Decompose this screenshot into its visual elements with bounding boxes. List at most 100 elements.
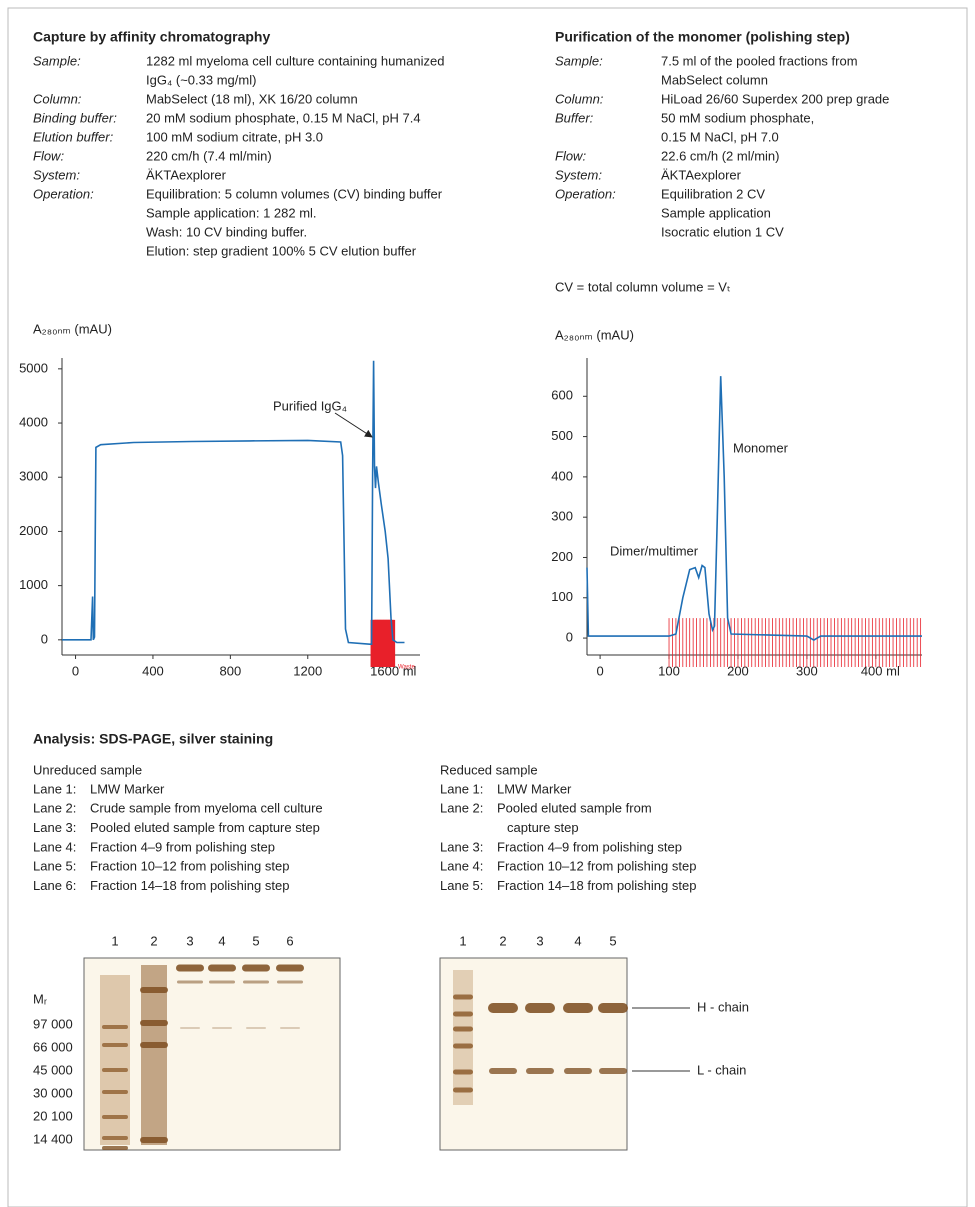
lane-label: Lane 1: [33, 781, 76, 796]
lane-text: Pooled eluted sample from capture step [90, 820, 320, 835]
lane-number: 2 [150, 933, 157, 948]
mr-label: Mᵣ [33, 991, 47, 1006]
gel-band [209, 980, 235, 984]
x-tick-label: 0 [596, 663, 603, 678]
lane-number: 4 [574, 933, 581, 948]
x-tick-label: 0 [72, 663, 79, 678]
gel-band [102, 1146, 128, 1150]
lane-number: 3 [186, 933, 193, 948]
gel-band [453, 1011, 473, 1017]
y-tick-label: 0 [41, 631, 48, 646]
marker-label: 30 000 [33, 1085, 73, 1100]
gel-smear [100, 975, 130, 1145]
gel-band [180, 1027, 200, 1029]
param-value: Equilibration 2 CV [661, 186, 765, 201]
gel-band [242, 964, 270, 972]
gel-band [453, 994, 473, 1000]
gel-band [277, 980, 303, 984]
y-tick-label: 600 [551, 388, 573, 403]
y-axis-label: A₂₈₀ₙₘ (mAU) [555, 327, 634, 342]
param-value: 1282 ml myeloma cell culture containing … [146, 53, 444, 68]
y-tick-label: 500 [551, 428, 573, 443]
lane-label: Lane 6: [33, 878, 76, 893]
chain-label: H - chain [697, 999, 749, 1014]
lane-label: Lane 5: [33, 859, 76, 874]
gel [439, 957, 628, 1151]
lane-label: Lane 4: [440, 859, 483, 874]
gel-band [102, 1068, 128, 1072]
gel-band [140, 987, 168, 993]
chain-label: L - chain [697, 1062, 746, 1077]
gel-band [102, 1115, 128, 1119]
x-tick-label: 400 ml [861, 663, 900, 678]
param-label: Operation: [33, 186, 94, 201]
y-tick-label: 3000 [19, 469, 48, 484]
trace [62, 360, 405, 645]
param-value: Isocratic elution 1 CV [661, 224, 784, 239]
x-tick-label: 1200 [293, 663, 322, 678]
x-tick-label: 300 [796, 663, 818, 678]
marker-label: 14 400 [33, 1131, 73, 1146]
param-label: Buffer: [555, 110, 594, 125]
param-value: 22.6 cm/h (2 ml/min) [661, 148, 779, 163]
lane-number: 5 [609, 933, 616, 948]
param-label: Elution buffer: [33, 129, 114, 144]
lane-text: Fraction 4–9 from polishing step [497, 839, 682, 854]
param-value: 100 mM sodium citrate, pH 3.0 [146, 129, 323, 144]
gel-band [525, 1003, 555, 1013]
gel-band [598, 1003, 628, 1013]
x-tick-label: 100 [658, 663, 680, 678]
y-tick-label: 5000 [19, 360, 48, 375]
y-axis-label: A₂₈₀ₙₘ (mAU) [33, 321, 112, 336]
section-title: Analysis: SDS-PAGE, silver staining [33, 731, 273, 747]
param-value: ÄKTAexplorer [146, 167, 227, 182]
gel-band [453, 1087, 473, 1093]
param-value: 7.5 ml of the pooled fractions from [661, 53, 858, 68]
marker-label: 20 100 [33, 1108, 73, 1123]
gel-band [243, 980, 269, 984]
gel-band [177, 980, 203, 984]
param-value: 50 mM sodium phosphate, [661, 110, 814, 125]
param-value: 0.15 M NaCl, pH 7.0 [661, 129, 779, 144]
list-title: Reduced sample [440, 762, 538, 777]
arrow [334, 412, 373, 438]
annotation: Waste [398, 665, 415, 671]
lane-number: 2 [499, 933, 506, 948]
x-tick-label: 400 [142, 663, 164, 678]
gel-band [526, 1068, 554, 1074]
list-title: Unreduced sample [33, 762, 142, 777]
lane-number: 5 [252, 933, 259, 948]
marker-label: 45 000 [33, 1062, 73, 1077]
gel-band [453, 1069, 473, 1075]
gel-band [563, 1003, 593, 1013]
gel-band [176, 964, 204, 972]
gel-band [599, 1068, 627, 1074]
lane-number: 3 [536, 933, 543, 948]
lane-label: Lane 4: [33, 839, 76, 854]
lane-text: Fraction 10–12 from polishing step [90, 859, 289, 874]
lane-text: Crude sample from myeloma cell culture [90, 801, 323, 816]
y-tick-label: 0 [566, 630, 573, 645]
lane-text: Fraction 4–9 from polishing step [90, 839, 275, 854]
lane-text: LMW Marker [497, 781, 572, 796]
marker-label: 97 000 [33, 1016, 73, 1031]
param-value: Sample application [661, 205, 771, 220]
x-tick-label: 1600 ml [370, 663, 416, 678]
param-value: Sample application: 1 282 ml. [146, 205, 317, 220]
param-value: HiLoad 26/60 Superdex 200 prep grade [661, 91, 889, 106]
param-value: MabSelect column [661, 72, 768, 87]
param-label: Column: [33, 91, 82, 106]
gel-smear [453, 970, 473, 1105]
lane-label: Lane 2: [440, 801, 483, 816]
marker-label: 66 000 [33, 1039, 73, 1054]
lane-number: 4 [218, 933, 225, 948]
annotation: Monomer [733, 440, 789, 455]
param-label: Column: [555, 91, 604, 106]
param-label: Sample: [33, 53, 81, 68]
param-label: Flow: [33, 148, 64, 163]
param-value: ÄKTAexplorer [661, 167, 742, 182]
param-value: 20 mM sodium phosphate, 0.15 M NaCl, pH … [146, 110, 421, 125]
lane-text: capture step [507, 820, 579, 835]
lane-label: Lane 5: [440, 878, 483, 893]
